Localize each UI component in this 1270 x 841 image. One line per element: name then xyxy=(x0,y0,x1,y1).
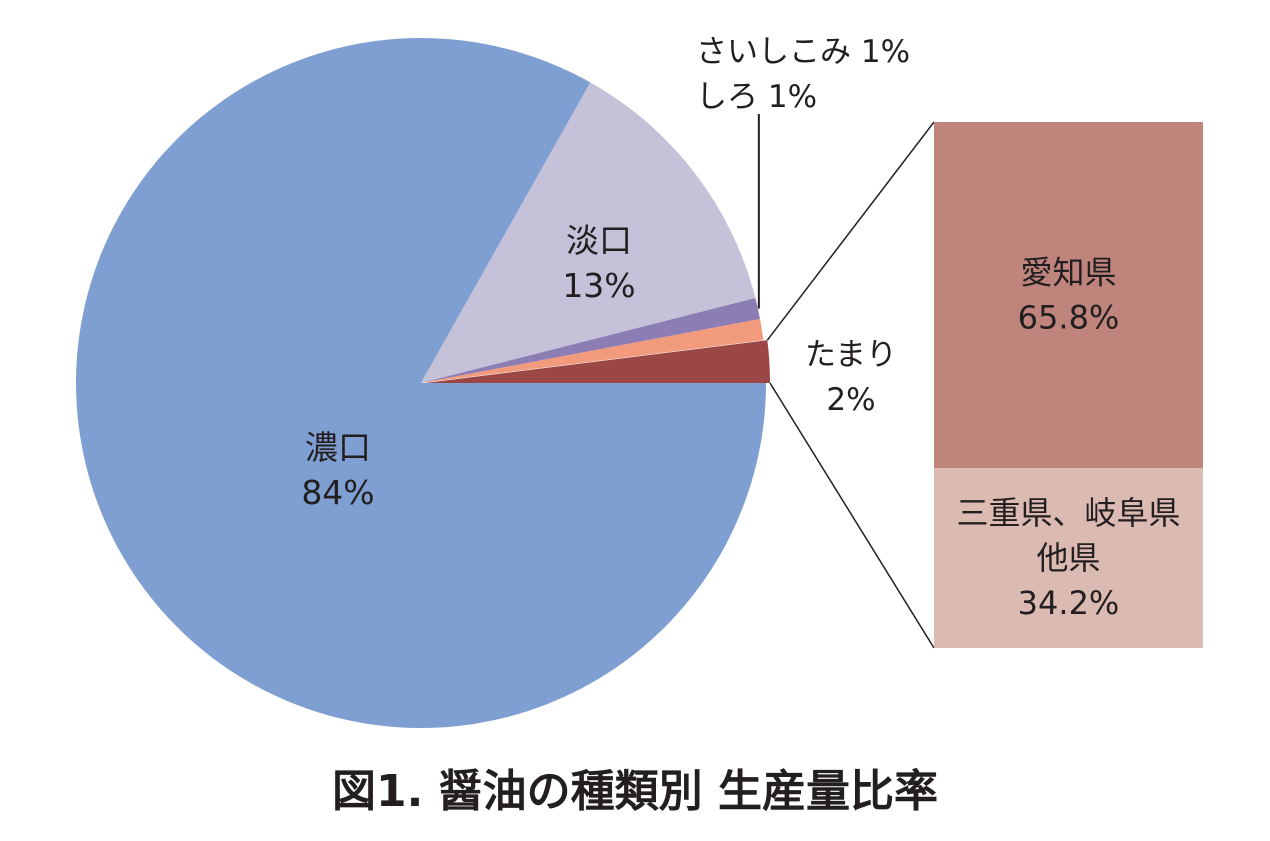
slice-4 xyxy=(425,340,770,383)
slice-0 xyxy=(76,38,767,729)
pie-label-value: 13% xyxy=(562,266,635,305)
pie-label-value: 84% xyxy=(301,473,374,512)
pie-label-name: 濃口 xyxy=(305,428,371,467)
bar-segment-0 xyxy=(934,122,1203,469)
pie-chart xyxy=(76,38,770,729)
connector-line-top xyxy=(766,121,935,341)
figure-caption: 図1. 醤油の種類別 生産量比率 xyxy=(332,766,938,817)
slice-3 xyxy=(421,318,764,383)
bar-segment-1 xyxy=(934,468,1203,648)
slice-1 xyxy=(421,82,756,384)
bar-label-name: 愛知県 xyxy=(1020,254,1116,292)
chart-labels: 濃口 84% 淡口 13% さいしこみ 1% しろ 1% たまり 2% xyxy=(301,34,910,512)
slice-2 xyxy=(421,298,761,383)
pie-callout-label: さいしこみ 1% xyxy=(696,34,910,70)
connector-line-bottom xyxy=(769,382,935,649)
connector-lines xyxy=(757,114,935,649)
bar-label-value: 65.8% xyxy=(1018,299,1120,337)
pie-label-name: 淡口 xyxy=(566,221,632,260)
bar-label-name: 三重県、岐阜県 xyxy=(956,494,1180,532)
pie-label-name: たまり xyxy=(805,337,897,373)
pie-callout-label: しろ 1% xyxy=(696,79,817,115)
bar-label-name: 他県 xyxy=(1036,539,1100,577)
bar-label-value: 34.2% xyxy=(1018,584,1120,622)
pie-label-value: 2% xyxy=(826,382,875,418)
